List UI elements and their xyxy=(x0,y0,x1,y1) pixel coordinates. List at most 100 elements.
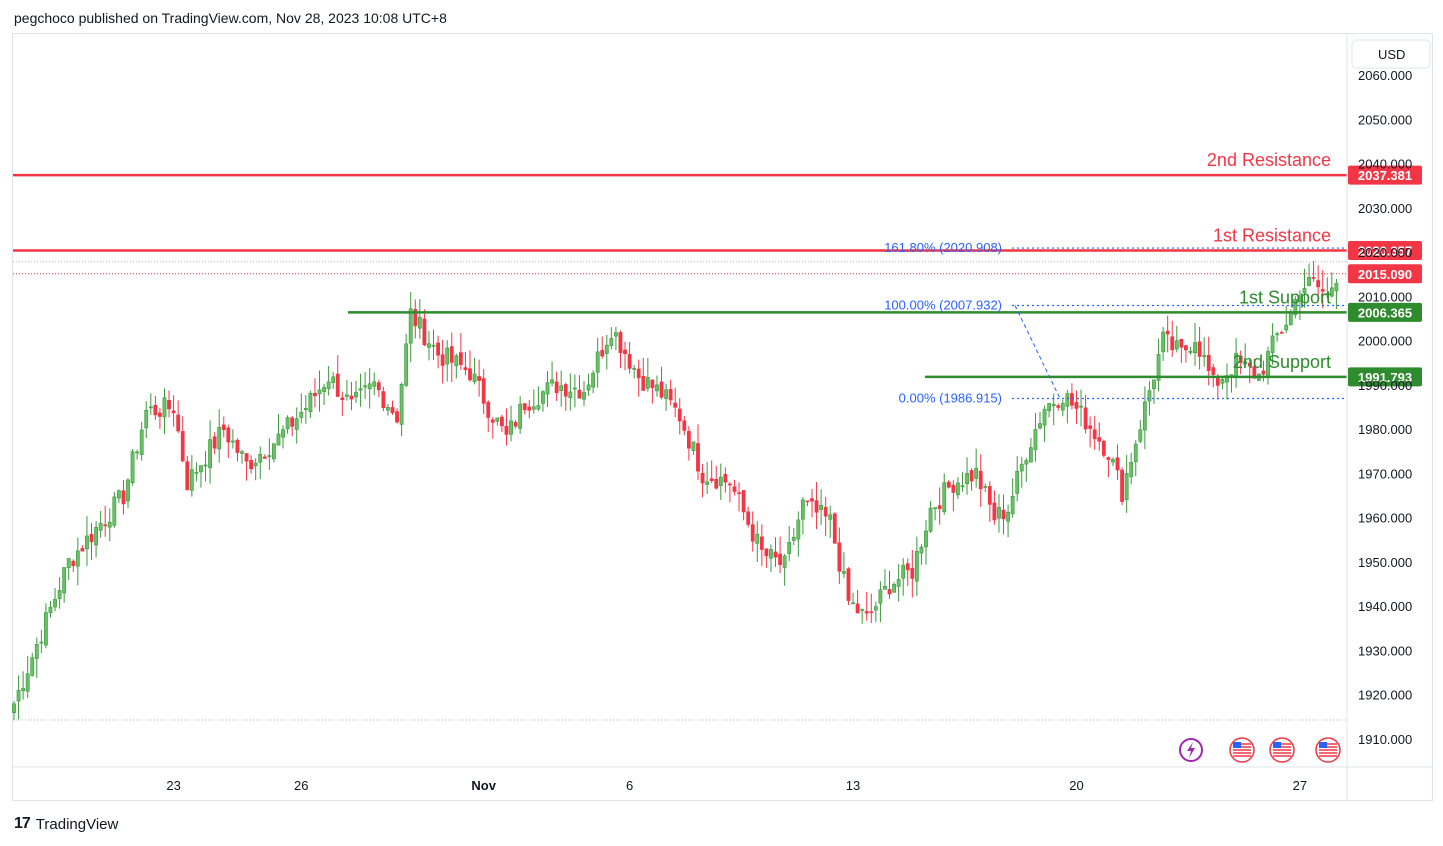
candle-body xyxy=(905,563,910,571)
candle-body xyxy=(372,381,377,387)
price-axis: USD 2060.000 2050.000 2040.000 2030.000 2020.… xyxy=(1346,34,1431,800)
candle-body xyxy=(1051,403,1056,407)
candle-body xyxy=(896,579,901,587)
candle-body xyxy=(185,461,190,491)
candle-body xyxy=(832,513,837,544)
candle xyxy=(942,473,947,515)
us-flag-event-icon[interactable] xyxy=(1269,737,1295,763)
candle xyxy=(249,455,254,474)
candle xyxy=(399,382,404,437)
publisher-line: pegchoco published on TradingView.com, N… xyxy=(14,10,447,26)
candle-body xyxy=(554,381,559,394)
candle xyxy=(103,505,108,537)
candle-body xyxy=(395,411,399,423)
candle-body xyxy=(62,567,67,594)
candle xyxy=(504,408,509,446)
tradingview-brand: TradingView xyxy=(35,815,119,833)
tradingview-logo[interactable]: 17 TradingView xyxy=(14,815,118,833)
candle xyxy=(153,396,158,420)
candle-body xyxy=(1111,459,1115,463)
candle xyxy=(427,331,431,361)
candle xyxy=(1275,331,1280,342)
candle xyxy=(1197,326,1202,370)
candle xyxy=(162,388,167,435)
candle xyxy=(21,671,26,700)
us-flag-event-icon[interactable] xyxy=(1315,737,1341,763)
candle-body xyxy=(600,350,605,357)
candle xyxy=(62,567,67,603)
candles-layer xyxy=(12,261,1339,721)
candle xyxy=(1138,420,1143,444)
candle xyxy=(48,601,53,618)
candle-body xyxy=(381,391,386,409)
candle xyxy=(545,371,550,407)
candle xyxy=(1065,389,1070,424)
candle xyxy=(586,373,591,396)
candle xyxy=(372,372,377,396)
candle-body xyxy=(846,568,851,601)
candle xyxy=(326,365,331,396)
candle-body xyxy=(773,551,778,558)
candle-body xyxy=(408,308,413,344)
candle xyxy=(896,564,901,602)
candle xyxy=(221,416,226,438)
candle-body xyxy=(1188,350,1193,353)
candle xyxy=(700,463,705,498)
candle xyxy=(1092,415,1097,450)
candle-body xyxy=(1302,288,1307,294)
candle xyxy=(1152,379,1156,405)
time-tick-label: 26 xyxy=(294,778,308,793)
candle-body xyxy=(1088,425,1093,429)
candle xyxy=(823,496,828,536)
candle-body xyxy=(240,451,244,454)
candle xyxy=(992,490,997,525)
candle-body xyxy=(116,490,121,499)
candle-body xyxy=(974,467,979,479)
us-flag-event-icon[interactable] xyxy=(1229,737,1255,763)
candle-body xyxy=(914,551,919,582)
candle xyxy=(522,403,527,415)
candle-body xyxy=(819,505,824,510)
candle-body xyxy=(1033,429,1038,451)
candle-body xyxy=(591,372,596,388)
candle xyxy=(1247,360,1252,384)
candle-body xyxy=(942,482,947,512)
candle xyxy=(536,386,541,411)
candle-body xyxy=(212,436,217,449)
candle-body xyxy=(855,603,860,614)
candle xyxy=(509,405,513,442)
candle xyxy=(376,379,381,398)
candle-body xyxy=(992,502,997,521)
candle xyxy=(860,608,865,624)
candle xyxy=(691,441,696,455)
candle-body xyxy=(89,534,94,543)
candle xyxy=(978,454,983,507)
candle xyxy=(1088,416,1093,448)
candle xyxy=(34,637,39,679)
candle xyxy=(1060,399,1065,417)
price-tick-label: 2000.000 xyxy=(1358,334,1412,349)
candle xyxy=(1298,290,1302,320)
level-label: 1st Resistance xyxy=(1213,225,1331,245)
candle-body xyxy=(965,473,969,484)
candle xyxy=(354,381,358,403)
chart-frame[interactable] xyxy=(12,33,1433,801)
candle-body xyxy=(1024,460,1029,465)
candle-body xyxy=(892,584,896,593)
candle xyxy=(1184,344,1188,363)
candle xyxy=(782,553,787,586)
candle-body xyxy=(668,389,673,401)
lightning-event-icon[interactable] xyxy=(1179,738,1203,762)
currency-button[interactable] xyxy=(1351,39,1431,69)
candle xyxy=(144,401,149,439)
candle xyxy=(746,506,751,528)
candle xyxy=(983,483,988,492)
candle-body xyxy=(39,641,44,644)
candle xyxy=(25,656,30,699)
candle xyxy=(905,558,910,587)
candle-body xyxy=(308,393,313,412)
candle-body xyxy=(1279,332,1284,334)
candle xyxy=(842,552,846,579)
candle-body xyxy=(258,453,263,463)
